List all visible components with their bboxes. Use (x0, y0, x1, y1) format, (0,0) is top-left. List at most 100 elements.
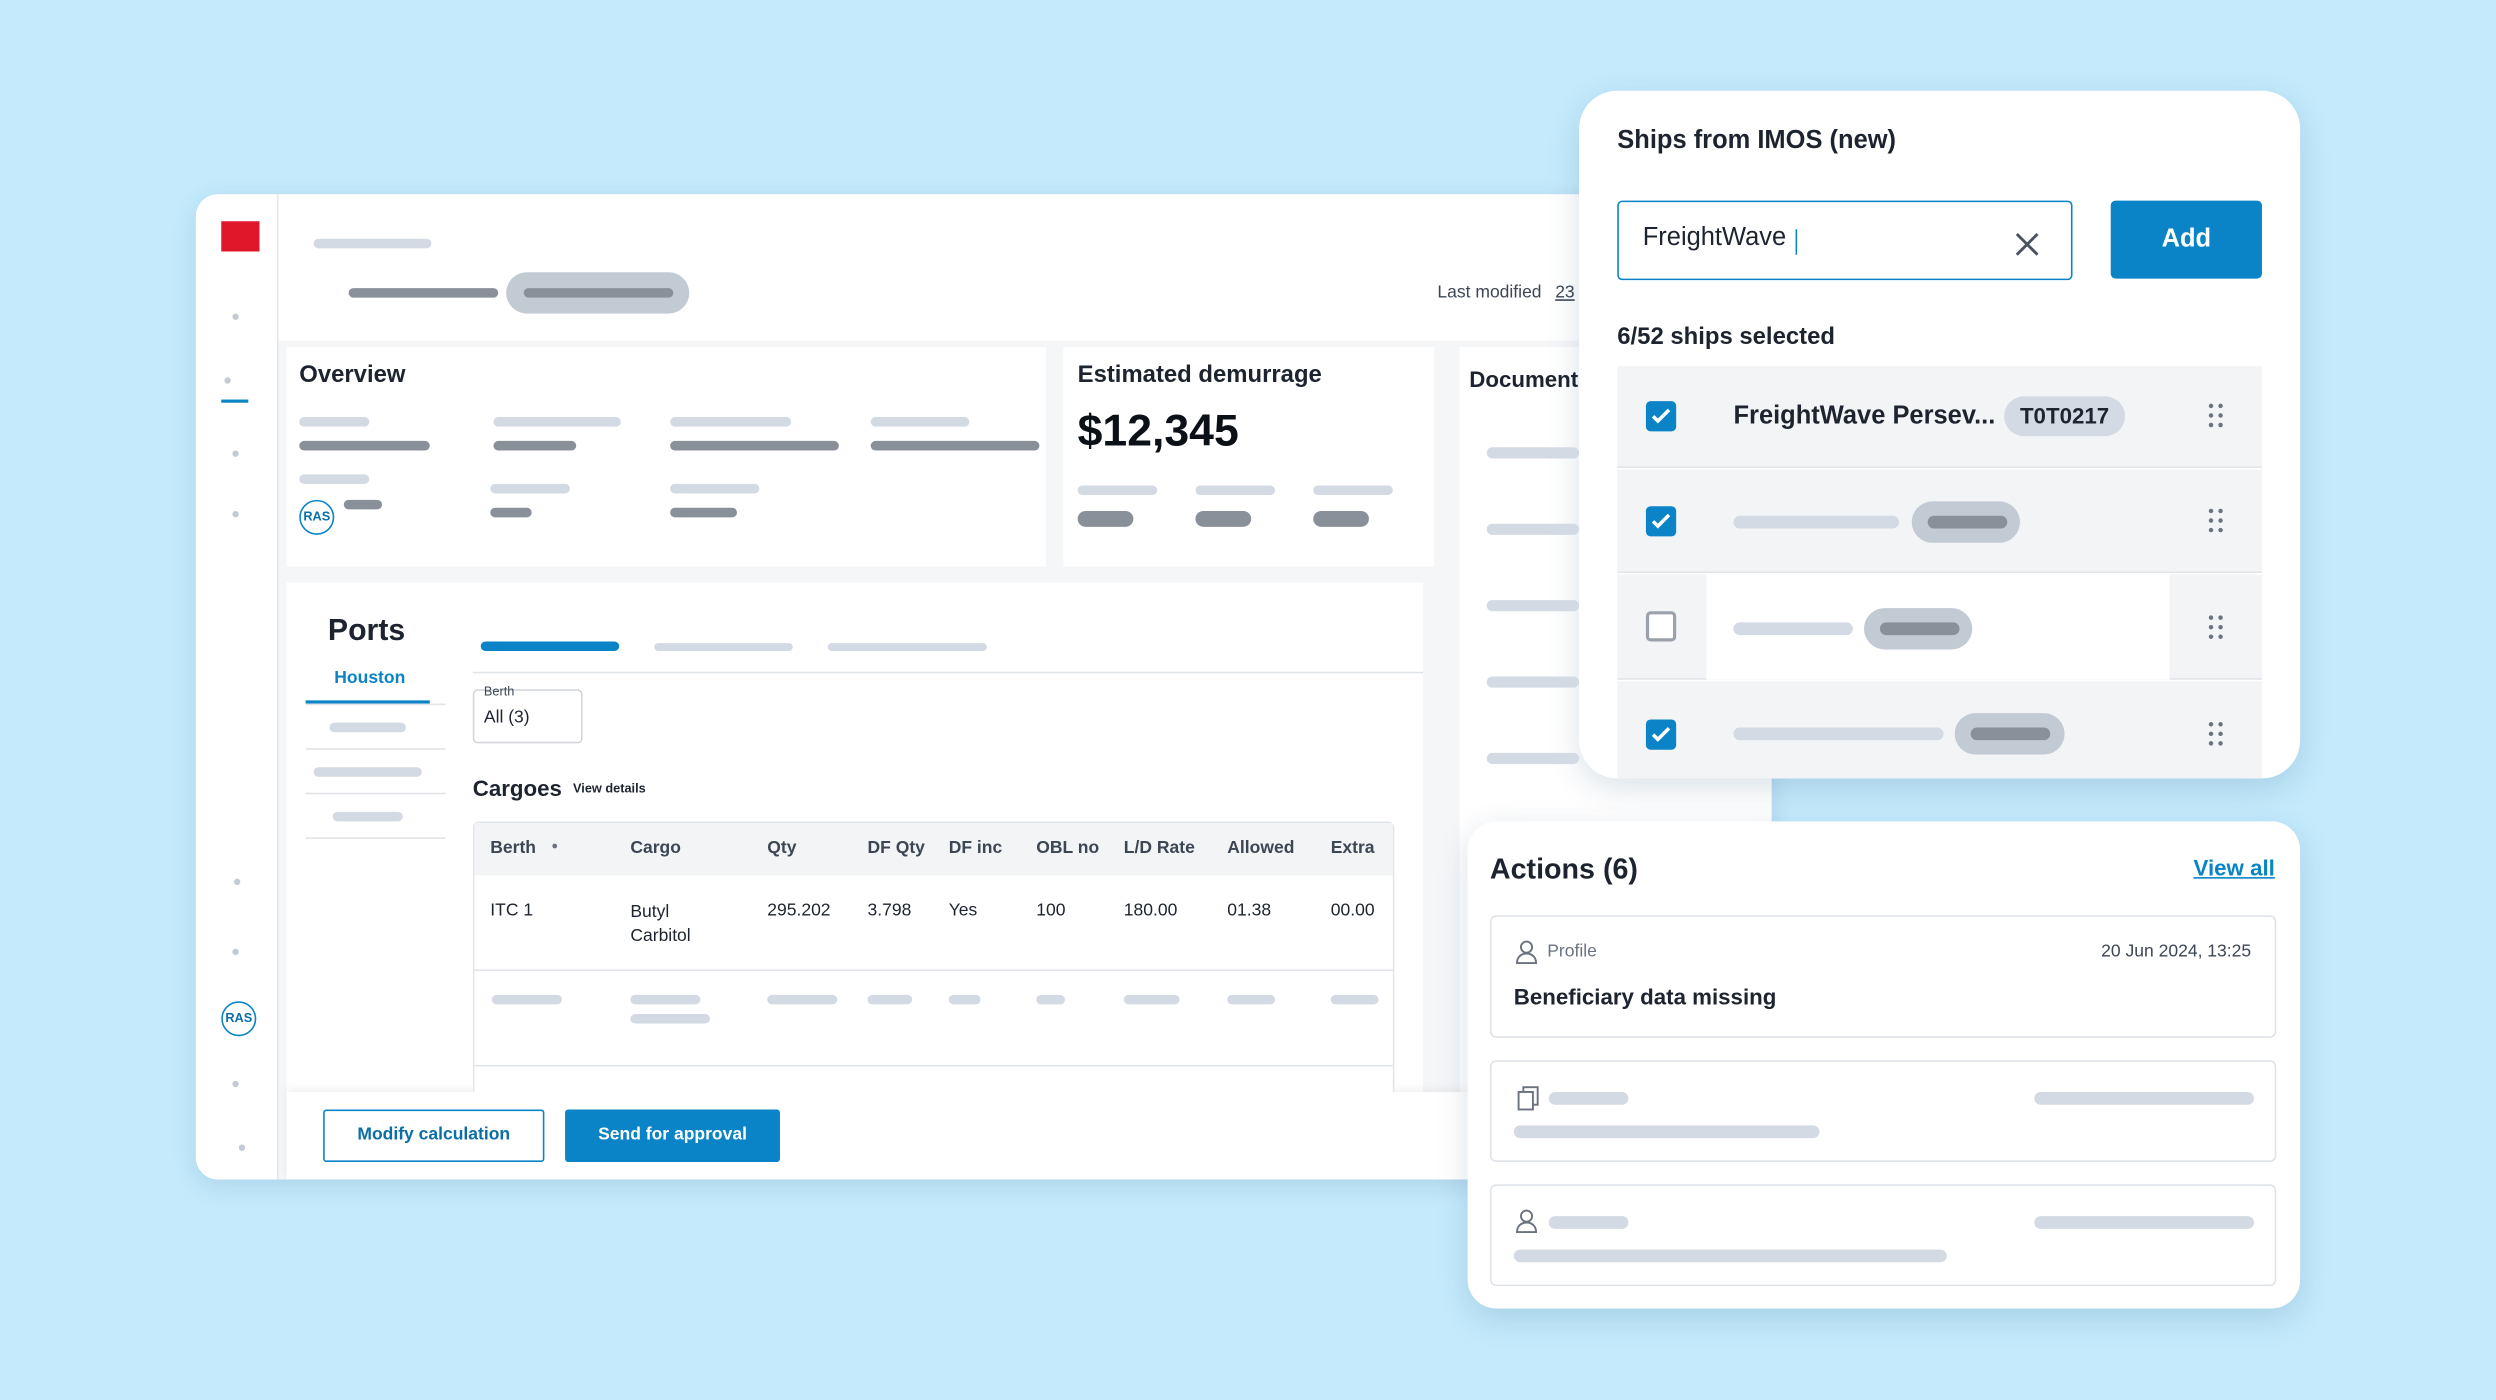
row-divider (474, 1064, 1393, 1067)
last-modified-value: 23 (1555, 283, 1575, 303)
skeleton (299, 417, 370, 427)
skeleton (1486, 676, 1580, 688)
skeleton (1077, 510, 1134, 527)
skeleton (670, 440, 839, 451)
skeleton (2034, 1216, 2254, 1229)
action-item[interactable] (1489, 1060, 2277, 1163)
port-tab[interactable]: Houston (334, 668, 406, 688)
check (1651, 408, 1671, 424)
sidebar-badge: RAS (221, 1001, 257, 1037)
skeleton (1195, 510, 1252, 527)
add-button[interactable]: Add (2110, 200, 2262, 279)
skeleton (313, 238, 432, 249)
table-header: Berth (490, 838, 537, 858)
ship-code: T0T0217 (2004, 396, 2126, 437)
skeleton (1513, 1125, 1820, 1139)
port-tab-underline (305, 700, 430, 704)
berth-select[interactable] (472, 689, 583, 744)
skeleton (1733, 515, 1900, 529)
divider (305, 792, 446, 795)
table-cell: 3.798 (867, 900, 912, 921)
berth-label: Berth (483, 684, 515, 699)
skeleton (1486, 600, 1580, 612)
skeleton (654, 643, 793, 652)
view-all[interactable]: View all (2193, 854, 2275, 881)
drag-handle[interactable] (2206, 721, 2225, 746)
skeleton (491, 994, 562, 1005)
skeleton (630, 994, 701, 1005)
table-cell: ITC 1 (490, 900, 534, 921)
checkbox[interactable] (1645, 401, 1677, 432)
skeleton (1970, 727, 2051, 741)
skeleton (867, 994, 913, 1005)
checkbox[interactable] (1645, 611, 1677, 642)
drag-dots (2208, 722, 2223, 746)
skeleton (1486, 447, 1580, 459)
ship-name: FreightWave Persev... (1733, 402, 1996, 430)
action-item[interactable] (1489, 1184, 2277, 1287)
skeleton (480, 641, 620, 652)
cursor (1795, 229, 1798, 255)
skeleton (1733, 622, 1853, 636)
overview-title: Overview (299, 361, 406, 389)
action-category: Profile (1547, 942, 1597, 962)
skeleton (490, 483, 570, 494)
sort-icon (552, 843, 558, 849)
table-cell: 00.00 (1330, 900, 1375, 921)
drag-handle[interactable] (2206, 508, 2225, 533)
sidebar-icon (224, 377, 231, 384)
table-header: Cargo (630, 838, 681, 858)
skeleton (1330, 994, 1379, 1005)
sidebar-active (221, 399, 249, 403)
view-details[interactable]: View details (573, 781, 646, 796)
drag-handle[interactable] (2206, 614, 2225, 639)
cargoes-title: Cargoes (472, 775, 562, 801)
clear-icon[interactable] (2015, 232, 2039, 256)
table-header: Extra (1330, 838, 1375, 858)
skeleton (1123, 994, 1180, 1005)
search-input[interactable] (1617, 200, 2073, 281)
table-cell: Butyl Carbitol (630, 902, 691, 946)
table-cell: 180.00 (1123, 900, 1178, 921)
sidebar-icon (232, 450, 239, 457)
table-header: Allowed (1227, 838, 1295, 858)
send-button[interactable]: Send for approval (565, 1109, 780, 1163)
check (1651, 513, 1671, 529)
skeleton (827, 643, 987, 652)
ships-title: Ships from IMOS (new) (1617, 127, 1897, 155)
skeleton (1513, 1249, 1947, 1263)
logo (221, 221, 260, 252)
table-header: Qty (767, 838, 797, 858)
skeleton (767, 994, 838, 1005)
skeleton (299, 440, 430, 451)
ship-row (1617, 366, 2262, 468)
demurrage-title: Estimated demurrage (1077, 361, 1322, 389)
sidebar-icon (233, 878, 241, 886)
checkbox[interactable] (1645, 506, 1677, 537)
skeleton (1548, 1216, 1629, 1229)
drag-dots (2208, 615, 2223, 639)
modify-button[interactable]: Modify calculation (323, 1109, 545, 1163)
checkbox[interactable] (1645, 719, 1677, 750)
skeleton (870, 440, 1040, 451)
skeleton (2034, 1091, 2254, 1105)
profile-icon (1516, 1209, 1538, 1234)
skeleton (1036, 994, 1065, 1005)
table-cell: 295.202 (767, 900, 831, 921)
sidebar-icon (232, 948, 239, 956)
ports-title: Ports (327, 614, 406, 648)
skeleton (490, 507, 532, 518)
table-cell: 100 (1036, 900, 1066, 921)
row-divider (474, 969, 1393, 971)
drag-handle[interactable] (2206, 403, 2225, 428)
drag-dots (2208, 403, 2223, 428)
table-cell: Yes (948, 900, 978, 921)
action-item[interactable] (1489, 915, 2277, 1038)
documents-title: Documents (1469, 366, 1591, 392)
divider (305, 837, 446, 839)
skeleton (313, 767, 422, 777)
skeleton (1879, 622, 1960, 636)
skeleton (1313, 510, 1369, 527)
